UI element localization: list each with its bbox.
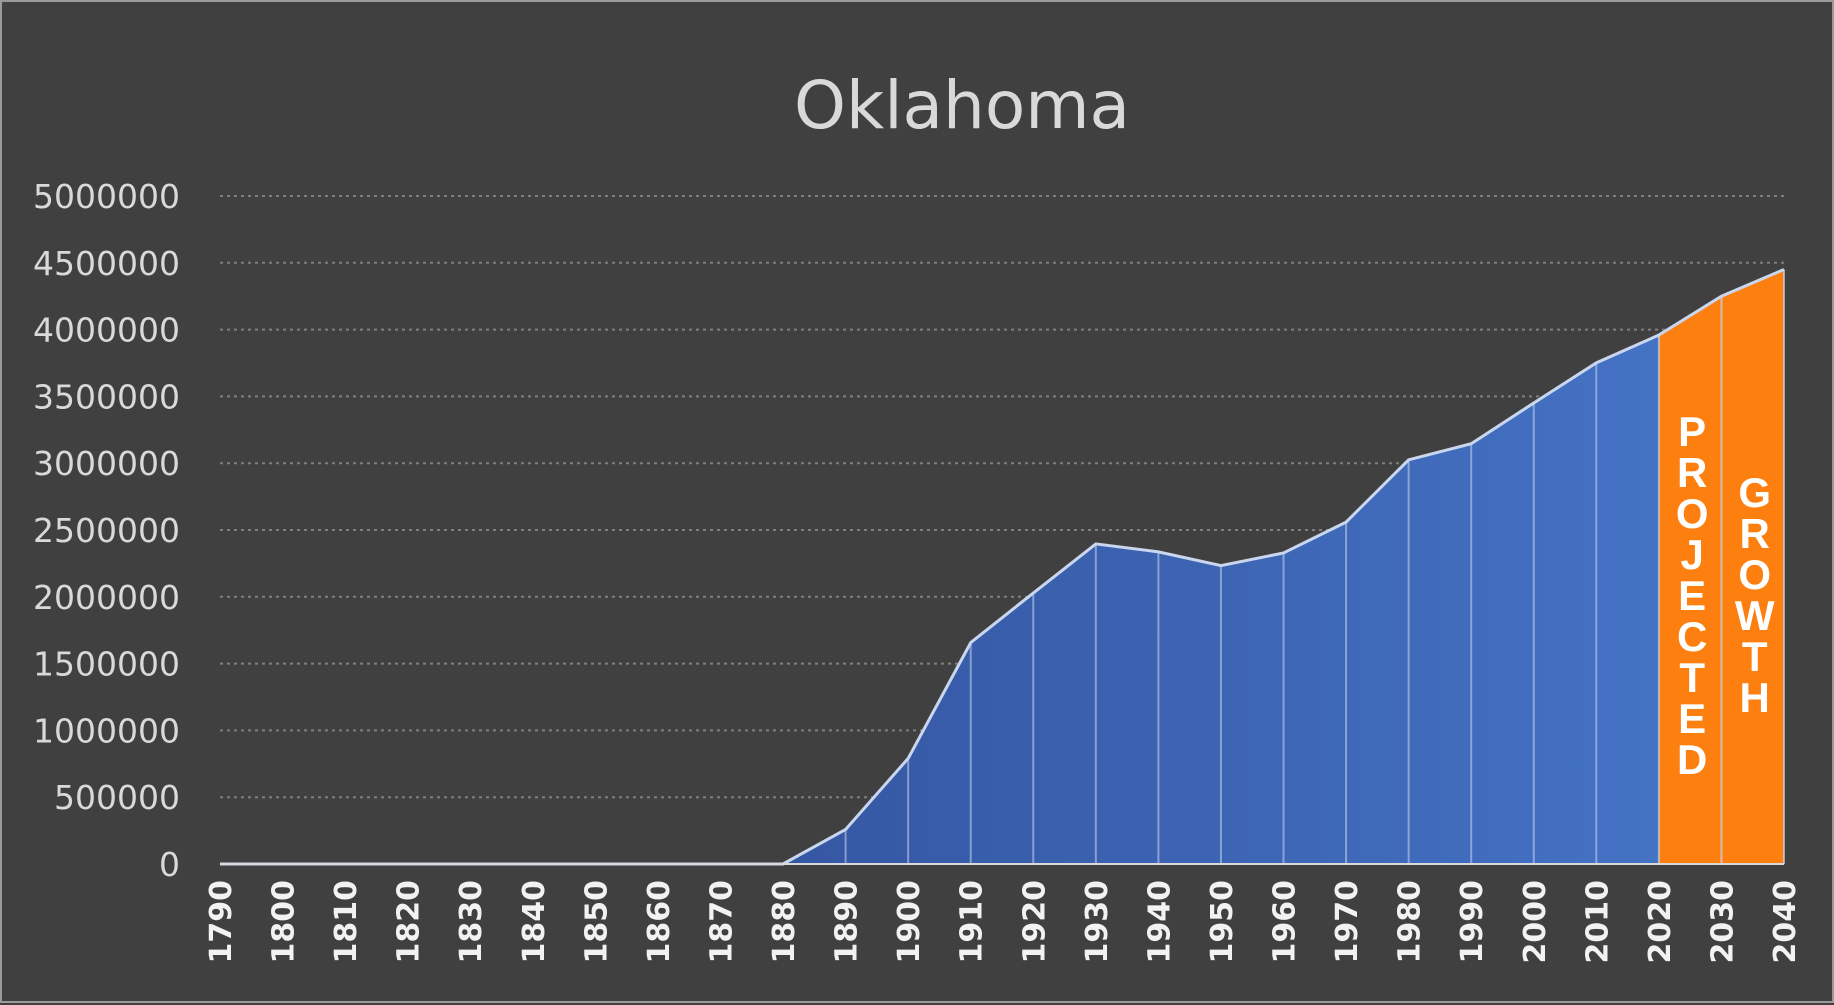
x-tick-label: 1990 (1455, 880, 1490, 964)
y-tick-label: 4500000 (33, 244, 180, 283)
x-axis-ticks: 1790 1800 1810 1820 1830 1840 1850 1860 1870 1880… (204, 880, 1803, 964)
y-tick-label: 0 (159, 845, 180, 884)
y-tick-label: 2000000 (33, 578, 180, 617)
x-tick-label: 2000 (1518, 880, 1553, 964)
x-tick-label: 1790 (204, 880, 239, 964)
x-tick-label: 1910 (955, 880, 990, 964)
x-tick-label: 1930 (1080, 880, 1115, 964)
x-tick-label: 1880 (767, 880, 802, 964)
x-tick-label: 1920 (1017, 880, 1052, 964)
x-tick-label: 1960 (1268, 880, 1303, 964)
y-axis-ticks: 0 500000 1000000 1500000 2000000 2500000 30000… (33, 177, 180, 884)
x-tick-label: 1900 (892, 880, 927, 964)
annotations: P R O J E C T E D G R O W T H (1676, 408, 1775, 783)
x-tick-label: 1820 (392, 880, 427, 964)
x-tick-label: 1950 (1205, 880, 1240, 964)
x-tick-label: 2010 (1580, 880, 1615, 964)
y-tick-label: 2500000 (33, 511, 180, 550)
x-tick-label: 2030 (1705, 880, 1740, 964)
y-tick-label: 3500000 (33, 377, 180, 416)
x-tick-label: 1860 (642, 880, 677, 964)
area-series (220, 268, 1785, 866)
chart-title: Oklahoma (794, 67, 1130, 144)
x-tick-label: 1850 (579, 880, 614, 964)
x-tick-label: 1840 (517, 880, 552, 964)
x-tick-label: 1890 (830, 880, 865, 964)
y-tick-label: 5000000 (33, 177, 180, 216)
x-tick-label: 1870 (704, 880, 739, 964)
y-tick-label: 4000000 (33, 311, 180, 350)
x-tick-label: 2020 (1643, 880, 1678, 964)
y-tick-label: 1500000 (33, 645, 180, 684)
x-tick-label: 1980 (1393, 880, 1428, 964)
x-tick-label: 1940 (1142, 880, 1177, 964)
x-tick-label: 1810 (329, 880, 364, 964)
x-tick-label: 1830 (454, 880, 489, 964)
y-tick-label: 3000000 (33, 444, 180, 483)
x-tick-label: 1800 (267, 880, 302, 964)
y-tick-label: 1000000 (33, 711, 180, 750)
x-tick-label: 1970 (1330, 880, 1365, 964)
y-tick-label: 500000 (54, 778, 180, 817)
x-tick-label: 2040 (1768, 880, 1803, 964)
